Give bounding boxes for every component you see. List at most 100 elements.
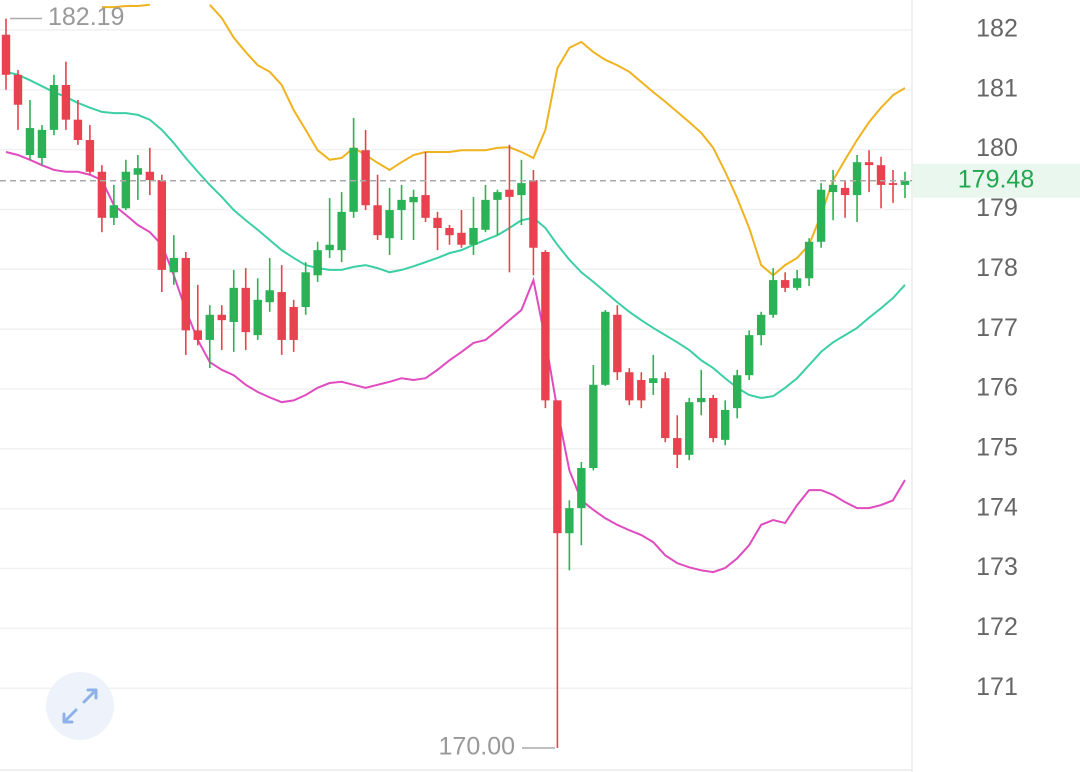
expand-button-bg[interactable] <box>46 672 114 740</box>
candle-body <box>732 375 742 409</box>
expand-button[interactable] <box>46 672 114 740</box>
candle-body <box>649 378 658 384</box>
last-price-label: 179.48 <box>958 165 1034 193</box>
y-tick-label: 176 <box>976 374 1018 402</box>
candle-body <box>661 378 670 439</box>
candle-body <box>13 74 23 105</box>
y-tick-label: 174 <box>976 493 1018 521</box>
candle-body <box>840 187 850 196</box>
candle-body <box>601 311 610 385</box>
candle-body <box>804 241 814 279</box>
candle-body <box>181 257 190 331</box>
candle-body <box>517 183 526 196</box>
indicator-line <box>5 70 906 399</box>
candle-body <box>433 217 442 229</box>
candle-body <box>97 171 107 218</box>
candle-body <box>37 129 47 158</box>
indicator-line <box>101 3 150 9</box>
candle-body <box>157 180 167 270</box>
candle-body <box>133 168 143 175</box>
candle-body <box>301 272 310 308</box>
grid <box>0 29 912 689</box>
candle-body <box>613 314 622 373</box>
candle-body <box>565 508 574 534</box>
y-tick-label: 171 <box>976 673 1018 701</box>
y-tick-label: 173 <box>976 553 1018 581</box>
candle-body <box>673 438 682 455</box>
y-tick-label: 182 <box>976 15 1018 43</box>
candle-body <box>792 278 802 288</box>
candle-body <box>49 84 59 130</box>
candle-body <box>864 162 874 166</box>
candle-body <box>852 162 862 196</box>
indicator-lines <box>5 3 906 574</box>
overlay: 171 172 173 174 175 176 177 178 179 180 181 182 179.… <box>0 3 1080 761</box>
candle-body <box>265 290 274 303</box>
max-marker-label: 182.19 <box>48 3 124 31</box>
candle-body <box>205 314 214 340</box>
candle-body <box>109 205 119 218</box>
y-tick-label: 181 <box>976 74 1018 102</box>
candle-body <box>349 147 358 212</box>
candle-body <box>756 314 766 336</box>
y-tick-label: 175 <box>976 433 1018 461</box>
candle-body <box>685 402 694 455</box>
candle-body <box>217 314 226 321</box>
candle-body <box>721 409 730 440</box>
y-tick-label: 180 <box>976 134 1018 162</box>
y-tick-label: 177 <box>976 314 1018 342</box>
candle-body <box>744 335 754 376</box>
candle-body <box>697 397 706 403</box>
candle-body <box>361 150 370 206</box>
candle-body <box>553 400 562 534</box>
candle-body <box>25 128 35 155</box>
candle-body <box>457 232 466 245</box>
candle-body <box>505 189 514 197</box>
candle-body <box>169 257 179 273</box>
candle-body <box>397 199 406 211</box>
candle-body <box>289 307 298 340</box>
y-tick-label: 178 <box>976 254 1018 282</box>
candle-body <box>589 384 598 468</box>
candle-body <box>421 195 430 218</box>
candle-body <box>373 205 382 236</box>
candle-body <box>409 196 418 203</box>
candle-body <box>85 140 95 172</box>
candle-body <box>768 280 778 315</box>
candle-body <box>625 372 634 401</box>
indicator-line <box>5 151 906 574</box>
candle-body <box>469 228 478 245</box>
candle-body <box>253 299 262 336</box>
candle-body <box>61 84 71 120</box>
last-price-box <box>913 163 1080 198</box>
candle-body <box>481 199 490 230</box>
y-tick-label: 172 <box>976 613 1018 641</box>
candle-body <box>541 251 550 401</box>
candle-body <box>193 330 202 340</box>
candle-body <box>828 184 838 193</box>
candle-body <box>577 467 586 509</box>
candle-body <box>900 180 910 185</box>
min-marker-label: 170.00 <box>439 733 515 761</box>
candle-body <box>493 192 502 200</box>
candle-body <box>241 287 250 333</box>
candle-body <box>325 244 334 251</box>
candle-body <box>637 380 646 401</box>
candle-body <box>385 210 394 239</box>
candle-body <box>337 211 346 251</box>
candle-body <box>145 171 155 181</box>
expand-icon[interactable] <box>62 688 98 724</box>
candle-body <box>709 397 718 439</box>
candle-body <box>277 292 286 340</box>
candle-body <box>1 34 11 75</box>
candle-body <box>780 280 790 288</box>
candle-body <box>121 171 131 209</box>
candle-body <box>313 250 322 276</box>
candle-body <box>73 119 83 141</box>
candle-body <box>816 189 826 242</box>
candle-body <box>229 287 238 322</box>
candle-body <box>876 165 886 185</box>
candle-body <box>445 228 454 236</box>
